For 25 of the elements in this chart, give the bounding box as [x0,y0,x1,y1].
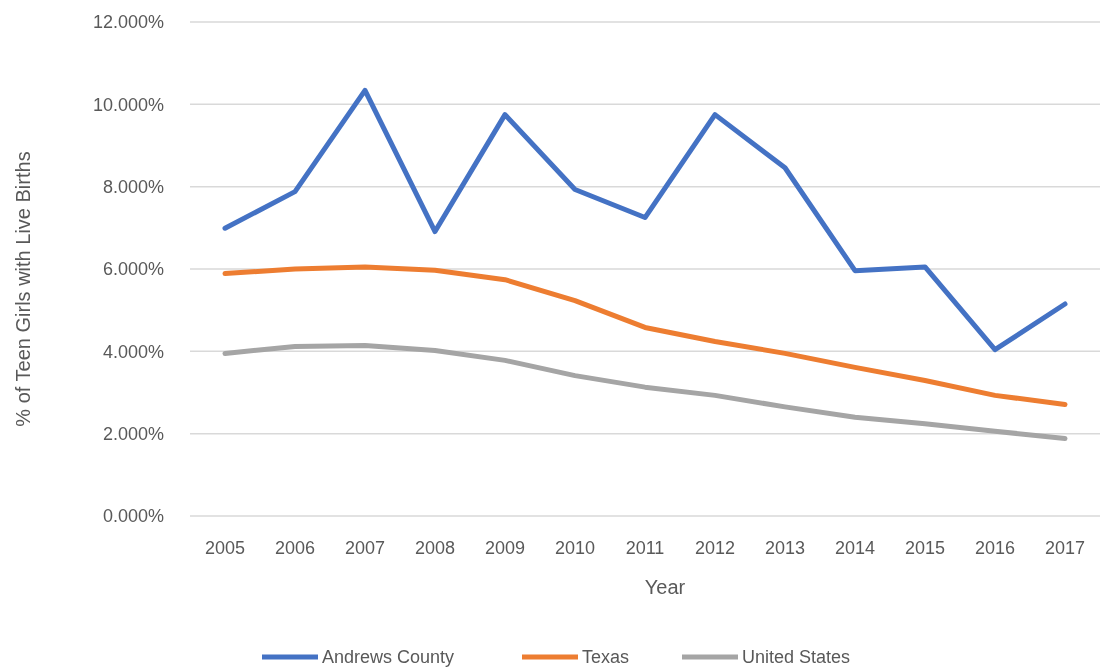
y-tick-label: 0.000% [102,506,164,527]
x-tick-label: 2005 [204,538,246,558]
x-axis-title: Year [644,576,686,598]
y-tick-label: 2.000% [102,423,164,444]
x-tick-label: 2016 [974,538,1016,558]
legend-label: Texas [582,647,630,668]
legend-label: United States [742,647,851,668]
y-tick-label: 4.000% [102,341,164,362]
y-tick-label: 8.000% [102,176,164,197]
x-tick-label: 2015 [904,538,946,558]
y-tick-label: 12.000% [92,12,164,33]
x-tick-label: 2014 [834,538,876,558]
y-axis-title: % of Teen Girls with Live Births [12,151,34,427]
x-tick-label: 2012 [694,538,736,558]
x-tick-label: 2008 [414,538,456,558]
y-tick-label: 10.000% [92,94,164,115]
x-tick-label: 2011 [625,538,665,558]
x-tick-label: 2013 [764,538,806,558]
x-tick-label: 2017 [1044,538,1086,558]
x-tick-label: 2010 [554,538,596,558]
x-tick-label: 2009 [484,538,526,558]
x-tick-label: 2006 [274,538,316,558]
y-tick-label: 6.000% [102,259,164,280]
x-tick-label: 2007 [344,538,386,558]
legend-label: Andrews County [322,647,455,668]
